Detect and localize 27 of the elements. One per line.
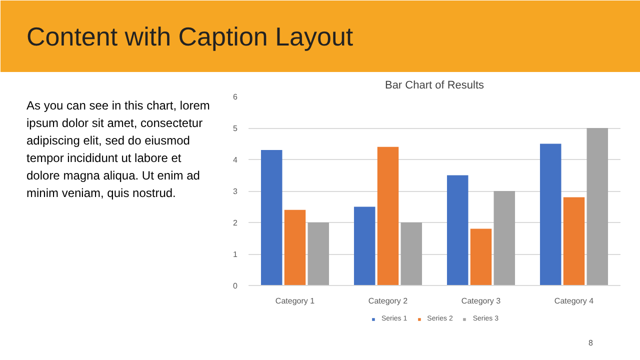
text: Content with Caption Layout xyxy=(26,22,354,52)
y-tick-label: 6 xyxy=(233,92,238,102)
y-tick-label: 4 xyxy=(233,156,238,164)
bar xyxy=(494,191,516,286)
x-tick-label: Category 4 xyxy=(554,296,594,306)
bar xyxy=(400,222,422,286)
text: 8 xyxy=(588,338,594,348)
bar xyxy=(540,144,562,286)
bar xyxy=(354,206,376,286)
bar xyxy=(446,175,468,286)
x-tick-label: Category 1 xyxy=(275,296,316,306)
y-tick-label: 2 xyxy=(233,218,238,228)
bar xyxy=(586,128,608,286)
x-tick-label: Category 3 xyxy=(461,296,502,306)
text: As you can see in this chart, lorem ipsum dolor sit amet, consectetur adipiscing elit, sed do eiusmod tempor incididunt ut labore et dolore magna aliqua. Ut enim ad minim veniam, quis nostrud. xyxy=(26,98,210,200)
bar xyxy=(308,222,330,286)
y-tick-label: 3 xyxy=(233,187,238,196)
bar xyxy=(260,150,282,286)
y-tick-label: 1 xyxy=(233,250,238,259)
x-tick-label: Category 2 xyxy=(368,296,408,306)
bar xyxy=(377,146,399,286)
y-tick-label: 0 xyxy=(233,282,238,290)
chart-title: Bar Chart of Results xyxy=(384,80,485,92)
y-tick-label: 5 xyxy=(233,124,238,133)
bar xyxy=(470,228,492,286)
bar xyxy=(563,197,585,286)
bar xyxy=(284,210,306,286)
